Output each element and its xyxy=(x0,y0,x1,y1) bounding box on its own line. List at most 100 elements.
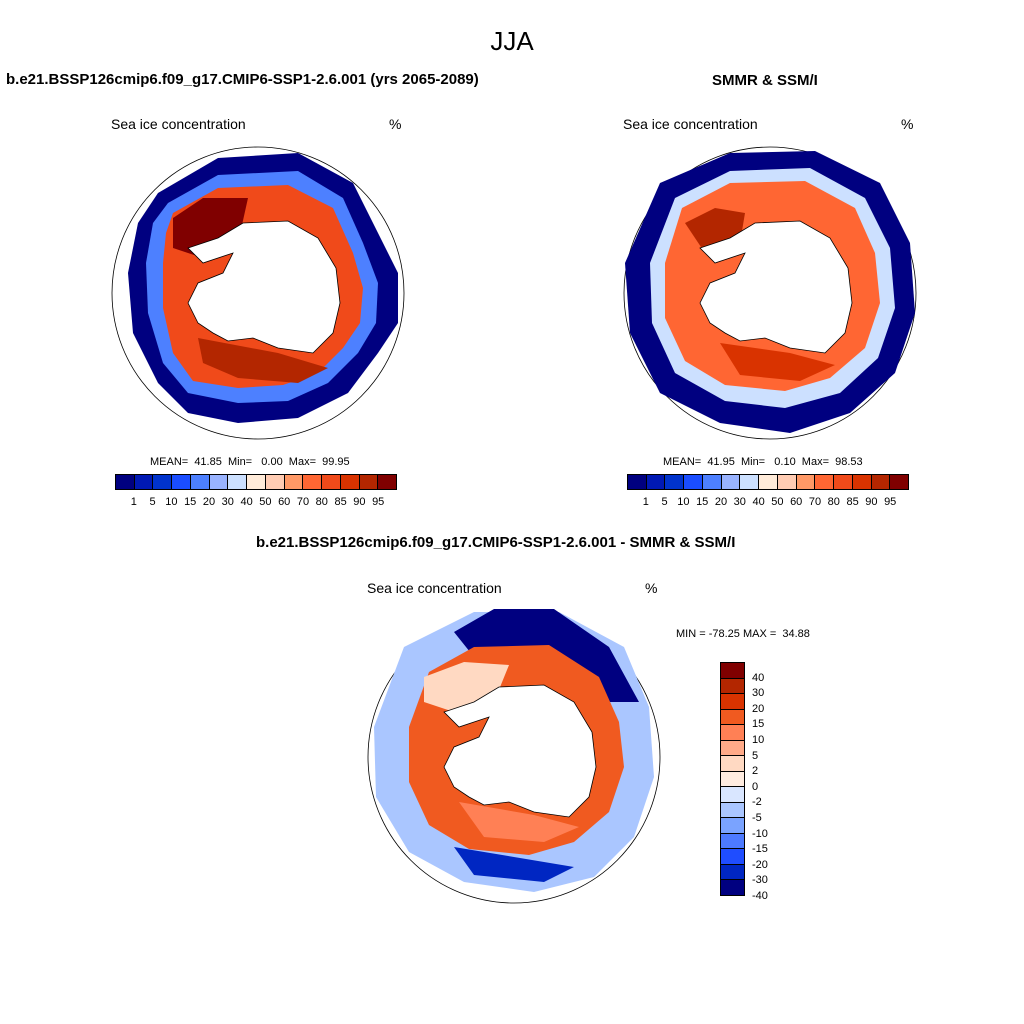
colorbar-box xyxy=(303,475,323,489)
colorbar-box xyxy=(134,475,154,489)
colorbar-box xyxy=(721,802,744,819)
colorbar-box xyxy=(759,475,778,489)
colorbar-tick-label: 90 xyxy=(353,496,366,508)
colorbar-box xyxy=(721,709,744,726)
colorbar-tick-label: 1 xyxy=(642,496,649,508)
colorbar-tick-label: -10 xyxy=(752,827,768,840)
colorbar-box xyxy=(721,771,744,788)
colorbar-tick-label: 5 xyxy=(752,749,759,762)
colorbar-box xyxy=(665,475,685,489)
colorbar-tick-label: 40 xyxy=(240,496,253,508)
panel-1-colorbar-ticks: 1 5 10 15 20 30 40 50 60 70 80 85 90 95 xyxy=(115,496,397,510)
panel-1-stats: MEAN= 41.85 Min= 0.00 Max= 99.95 xyxy=(150,456,350,468)
panel-2-units-label: % xyxy=(901,116,914,132)
colorbar-box xyxy=(721,694,744,710)
figure-title: JJA xyxy=(490,26,534,56)
colorbar-box xyxy=(721,740,744,757)
colorbar-box xyxy=(777,475,797,489)
colorbar-box xyxy=(153,475,173,489)
colorbar-tick-label: 1 xyxy=(130,496,137,508)
colorbar-tick-label: 85 xyxy=(846,496,859,508)
panel-3-units-label: % xyxy=(645,580,658,596)
ice-max-ross xyxy=(198,338,328,383)
colorbar-box xyxy=(721,475,741,489)
colorbar-tick-label: 10 xyxy=(677,496,690,508)
colorbar-box xyxy=(721,787,744,803)
colorbar-tick-label: 70 xyxy=(296,496,310,508)
diff-strong-negative-south xyxy=(454,847,574,882)
antarctica-land xyxy=(187,220,341,354)
panel-2-map xyxy=(623,146,917,440)
panel-2-colorbar-ticks: 1 5 10 15 20 30 40 50 60 70 80 85 90 95 xyxy=(627,496,909,510)
colorbar-tick-label: -5 xyxy=(752,811,762,824)
colorbar-box xyxy=(721,818,744,834)
colorbar-tick-label: -40 xyxy=(752,890,768,902)
panel-1-variable-label: Sea ice concentration xyxy=(111,116,246,132)
panel-3-colorbar-ticks: 40 30 20 15 10 5 2 0 -2 -5 -10 -15 -20 -30 -40 xyxy=(752,662,782,902)
colorbar-box xyxy=(340,475,360,489)
ice-max-ross xyxy=(720,343,835,381)
colorbar-tick-label: 60 xyxy=(278,496,291,508)
colorbar-box xyxy=(815,475,835,489)
colorbar-tick-label: 5 xyxy=(149,496,156,508)
colorbar-tick-label: 10 xyxy=(752,733,765,746)
colorbar-tick-label: 5 xyxy=(661,496,668,508)
colorbar-tick-label: 50 xyxy=(259,496,272,508)
antarctica-land xyxy=(443,684,597,818)
colorbar-tick-label: 90 xyxy=(865,496,878,508)
panel-1-units-label: % xyxy=(389,116,402,132)
colorbar-box xyxy=(190,475,210,489)
colorbar-tick-label: 20 xyxy=(714,496,728,508)
colorbar-tick-label: 60 xyxy=(790,496,803,508)
panel-2-title: SMMR & SSM/I xyxy=(712,72,818,89)
panel-2-variable-label: Sea ice concentration xyxy=(623,116,758,132)
colorbar-box xyxy=(378,475,397,489)
colorbar-tick-label: 80 xyxy=(315,496,328,508)
colorbar-box xyxy=(721,756,744,772)
antarctica-land xyxy=(699,220,853,354)
colorbar-box xyxy=(116,475,135,489)
colorbar-box xyxy=(628,475,647,489)
colorbar-box xyxy=(359,475,379,489)
panel-1-title: b.e21.BSSP126cmip6.f09_g17.CMIP6-SSP1-2.… xyxy=(6,71,479,88)
colorbar-box xyxy=(721,663,744,679)
colorbar-tick-label: 30 xyxy=(221,496,234,508)
colorbar-box xyxy=(646,475,666,489)
colorbar-box xyxy=(721,880,744,895)
panel-2-colorbar xyxy=(627,474,909,490)
colorbar-tick-label: 95 xyxy=(884,496,897,508)
colorbar-tick-label: 40 xyxy=(752,496,765,508)
colorbar-box xyxy=(209,475,229,489)
colorbar-box xyxy=(247,475,266,489)
panel-2-stats: MEAN= 41.95 Min= 0.10 Max= 98.53 xyxy=(663,456,863,468)
colorbar-tick-label: -20 xyxy=(752,858,768,871)
colorbar-box xyxy=(890,475,909,489)
panel-1-map xyxy=(111,146,405,440)
colorbar-box xyxy=(721,864,744,881)
colorbar-tick-label: -15 xyxy=(752,843,768,856)
panel-3-stats: MIN = -78.25 MAX = 34.88 xyxy=(676,628,810,640)
colorbar-tick-label: 2 xyxy=(752,765,759,778)
colorbar-box xyxy=(684,475,703,489)
panel-3-colorbar xyxy=(720,662,745,896)
colorbar-tick-label: 70 xyxy=(808,496,822,508)
colorbar-tick-label: 15 xyxy=(696,496,709,508)
colorbar-tick-label: 15 xyxy=(184,496,197,508)
colorbar-box xyxy=(796,475,816,489)
colorbar-tick-label: 20 xyxy=(202,496,216,508)
colorbar-box xyxy=(871,475,891,489)
colorbar-tick-label: -2 xyxy=(752,796,762,809)
colorbar-tick-label: 30 xyxy=(752,687,765,700)
panel-3-title: b.e21.BSSP126cmip6.f09_g17.CMIP6-SSP1-2.… xyxy=(256,534,736,551)
diff-ross-positive xyxy=(459,802,579,842)
colorbar-tick-label: 50 xyxy=(771,496,784,508)
colorbar-tick-label: -30 xyxy=(752,874,768,887)
colorbar-box xyxy=(284,475,304,489)
colorbar-tick-label: 95 xyxy=(372,496,385,508)
colorbar-box xyxy=(721,725,744,741)
colorbar-box xyxy=(322,475,341,489)
colorbar-tick-label: 15 xyxy=(752,718,765,731)
panel-1-colorbar xyxy=(115,474,397,490)
colorbar-box xyxy=(702,475,722,489)
panel-3-map xyxy=(367,609,661,904)
